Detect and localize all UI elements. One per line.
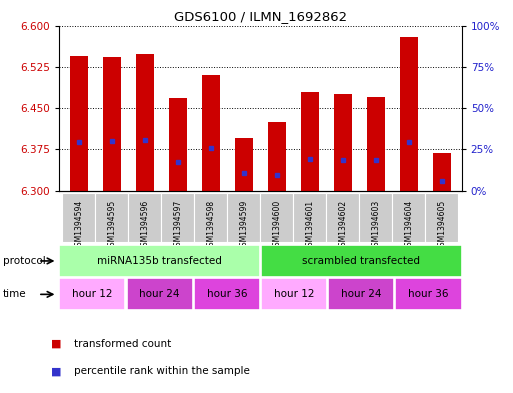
Bar [62, 193, 95, 242]
Bar [161, 193, 194, 242]
Text: miRNA135b transfected: miRNA135b transfected [97, 256, 222, 266]
Bar [433, 153, 451, 191]
Bar [194, 278, 260, 310]
Text: hour 36: hour 36 [207, 289, 247, 299]
Bar [103, 57, 121, 191]
Text: GSM1394599: GSM1394599 [240, 200, 248, 251]
Text: GSM1394595: GSM1394595 [107, 200, 116, 251]
Title: GDS6100 / ILMN_1692862: GDS6100 / ILMN_1692862 [174, 10, 347, 23]
Bar [400, 37, 418, 191]
Bar [395, 278, 462, 310]
Bar [326, 193, 360, 242]
Bar [169, 98, 187, 191]
Bar [70, 56, 88, 191]
Text: hour 24: hour 24 [341, 289, 381, 299]
Bar [268, 122, 286, 191]
Text: transformed count: transformed count [74, 339, 172, 349]
Bar [227, 193, 261, 242]
Bar [59, 245, 260, 277]
Text: GSM1394598: GSM1394598 [206, 200, 215, 251]
Text: ■: ■ [51, 366, 62, 376]
Bar [95, 193, 128, 242]
Text: GSM1394600: GSM1394600 [272, 200, 281, 251]
Text: GSM1394601: GSM1394601 [305, 200, 314, 251]
Bar [293, 193, 326, 242]
Bar [301, 92, 319, 191]
Bar [194, 193, 227, 242]
Text: hour 12: hour 12 [273, 289, 314, 299]
Bar [334, 94, 352, 191]
Bar [136, 54, 154, 191]
Text: GSM1394603: GSM1394603 [371, 200, 380, 251]
Text: GSM1394597: GSM1394597 [173, 200, 182, 251]
Text: GSM1394596: GSM1394596 [141, 200, 149, 251]
Bar [235, 138, 253, 191]
Text: time: time [3, 289, 26, 299]
Bar [261, 193, 293, 242]
Bar [425, 193, 459, 242]
Bar [367, 97, 385, 191]
Text: GSM1394602: GSM1394602 [339, 200, 347, 251]
Text: GSM1394605: GSM1394605 [438, 200, 446, 251]
Bar [202, 75, 220, 191]
Bar [261, 245, 462, 277]
Text: GSM1394604: GSM1394604 [404, 200, 413, 251]
Bar [128, 193, 161, 242]
Bar [328, 278, 394, 310]
Text: hour 12: hour 12 [72, 289, 112, 299]
Text: scrambled transfected: scrambled transfected [302, 256, 420, 266]
Bar [261, 278, 327, 310]
Text: GSM1394594: GSM1394594 [74, 200, 83, 251]
Text: percentile rank within the sample: percentile rank within the sample [74, 366, 250, 376]
Text: hour 36: hour 36 [408, 289, 449, 299]
Text: ■: ■ [51, 339, 62, 349]
Text: hour 24: hour 24 [140, 289, 180, 299]
Text: protocol: protocol [3, 256, 45, 266]
Bar [392, 193, 425, 242]
Bar [59, 278, 126, 310]
Bar [127, 278, 192, 310]
Bar [360, 193, 392, 242]
